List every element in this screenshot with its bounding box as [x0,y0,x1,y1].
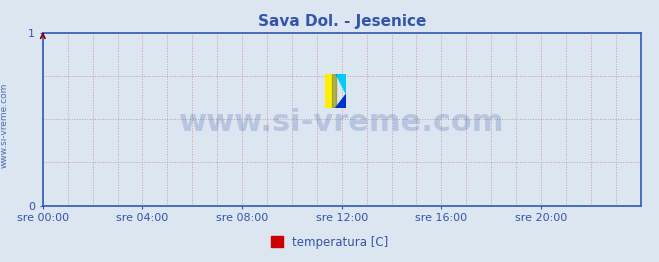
Title: Sava Dol. - Jesenice: Sava Dol. - Jesenice [258,14,426,29]
Polygon shape [335,95,346,108]
Polygon shape [332,74,335,108]
Polygon shape [335,74,346,95]
Legend: temperatura [C]: temperatura [C] [266,231,393,253]
Text: www.si-vreme.com: www.si-vreme.com [0,83,9,168]
Bar [325,74,335,108]
Text: www.si-vreme.com: www.si-vreme.com [179,108,504,137]
